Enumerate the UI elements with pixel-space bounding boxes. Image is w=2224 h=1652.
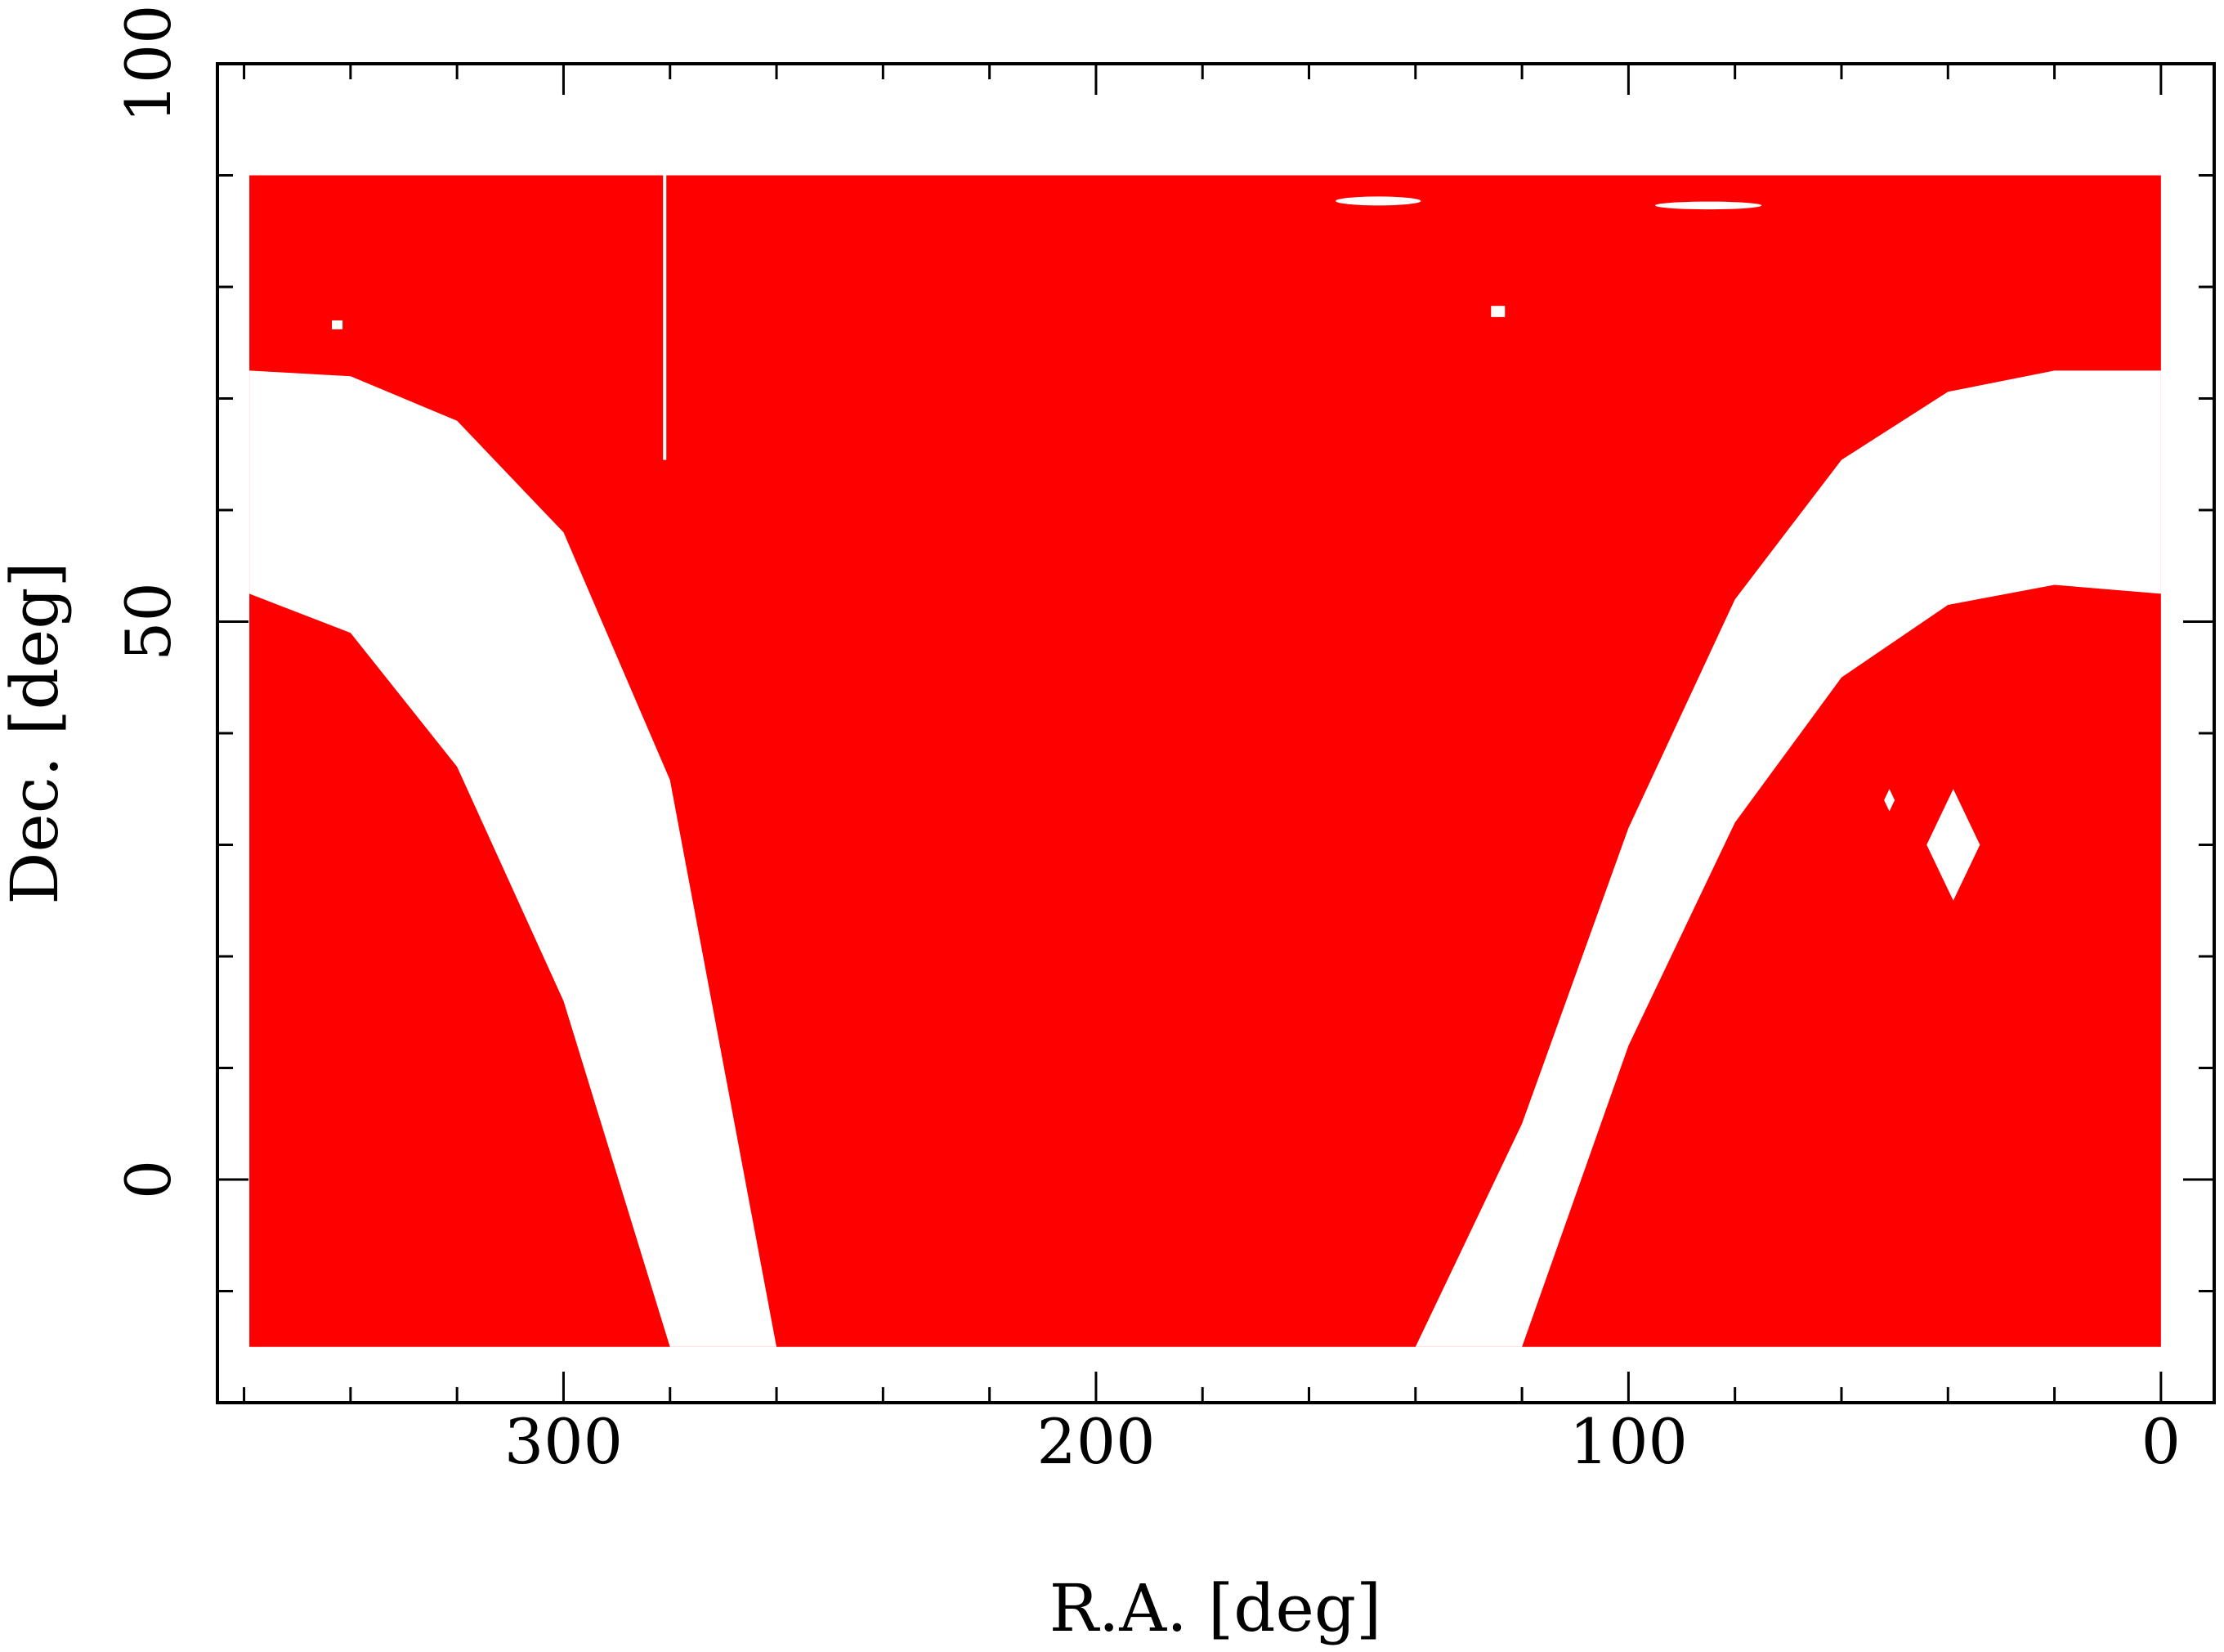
x-tick-label: 100	[1569, 1405, 1688, 1478]
x-axis-label: R.A. [deg]	[1049, 1570, 1381, 1646]
coverage-hole-5	[1491, 306, 1506, 317]
x-tick-label: 200	[1036, 1405, 1155, 1478]
coverage-hole-1	[1926, 789, 1980, 901]
coverage-hole-7	[1654, 201, 1762, 210]
x-tick-label: 0	[2141, 1405, 2181, 1478]
coverage-marks	[249, 175, 2161, 1347]
coverage-hole-6	[1336, 196, 1421, 206]
y-tick-label: 50	[112, 582, 185, 661]
gap-band	[249, 370, 2161, 1347]
tick-labels: 300 200 100 0 0 50 100	[112, 4, 2181, 1478]
axis-ticks	[217, 62, 2214, 1403]
y-tick-label: 100	[112, 4, 185, 123]
coverage-hole-4	[332, 320, 343, 329]
x-tick-label: 300	[504, 1405, 623, 1478]
y-axis-label: Dec. [deg]	[0, 562, 73, 904]
coverage-hole-2	[1884, 789, 1895, 812]
y-tick-label: 0	[112, 1160, 185, 1199]
